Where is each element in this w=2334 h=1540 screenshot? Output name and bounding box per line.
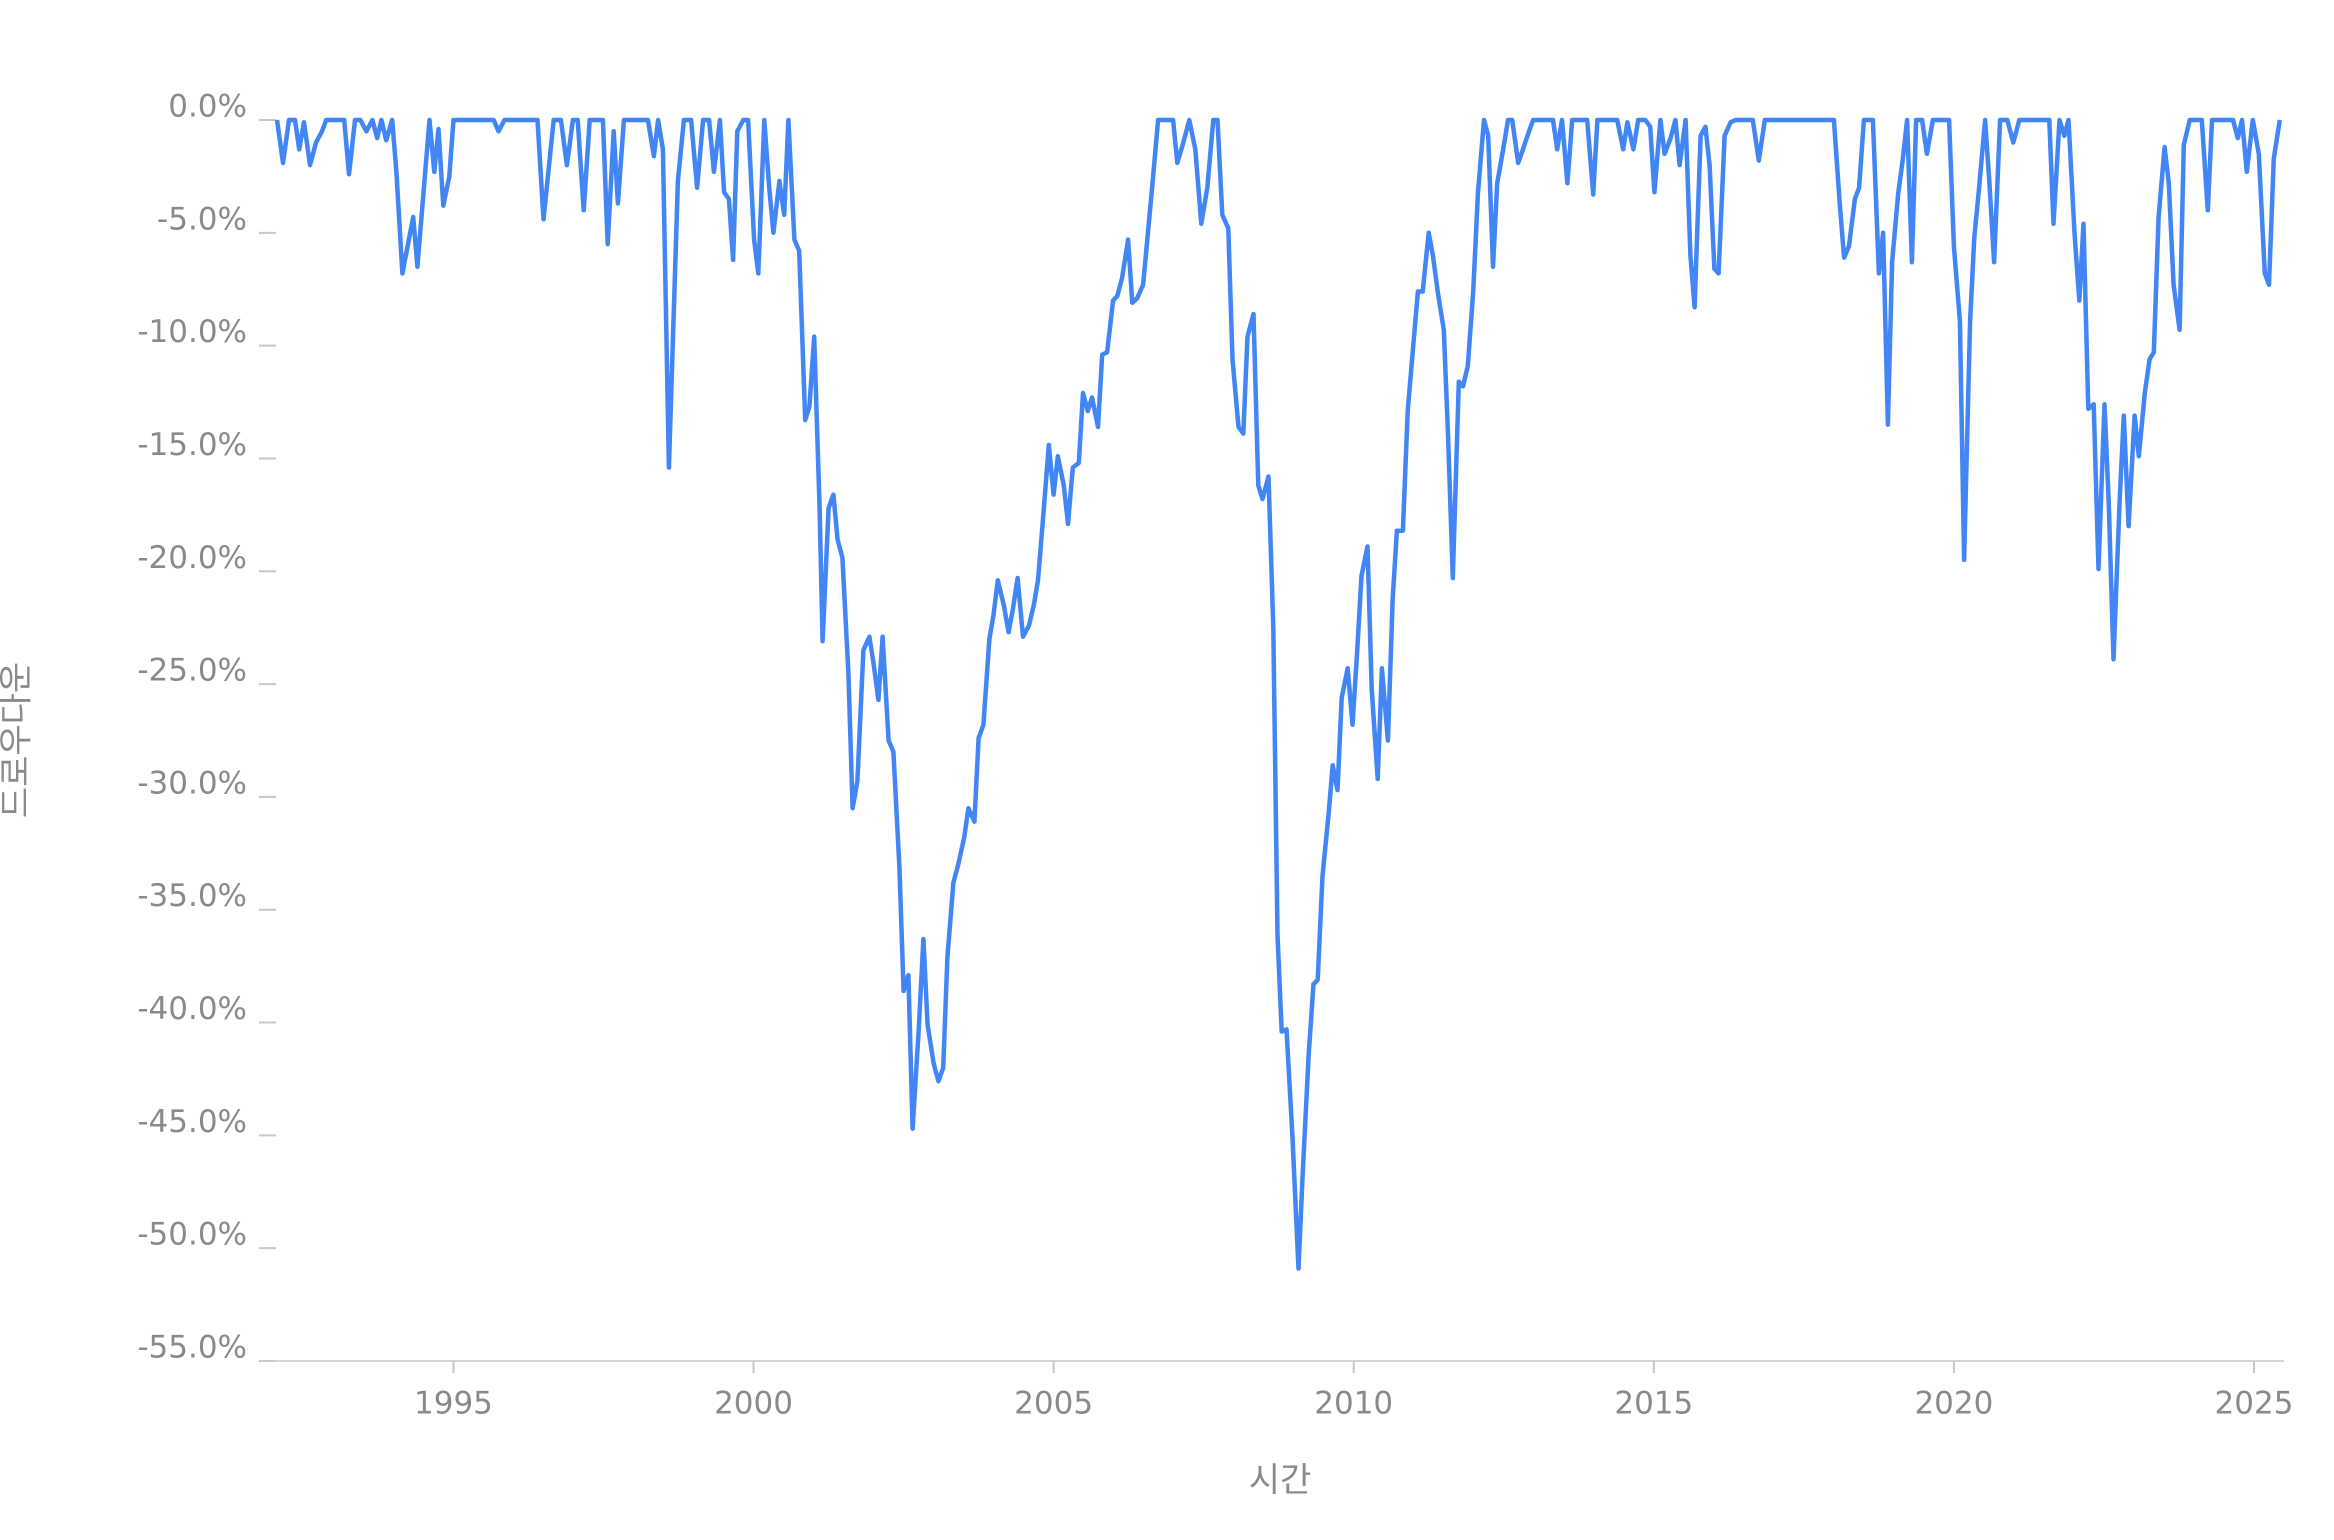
y-axis-title: 드로우다운 [0,662,37,818]
x-tick-label: 1995 [414,1386,493,1422]
x-tick-label: 2005 [1014,1386,1093,1422]
x-tick-label: 2010 [1314,1386,1393,1422]
y-tick-label: -45.0% [137,1104,247,1140]
y-tick-label: -30.0% [137,765,247,801]
y-tick-label: -5.0% [157,201,247,237]
y-tick-label: -25.0% [137,653,247,689]
drawdown-line [274,117,2283,1271]
y-tick-label: -50.0% [137,1217,247,1253]
y-tick-label: -10.0% [137,314,247,350]
x-tick-label: 2020 [1914,1386,1993,1422]
y-tick-label: -35.0% [137,878,247,914]
x-tick-label: 2025 [2215,1386,2294,1422]
y-tick-label: 0.0% [168,89,247,125]
y-tick-label: -15.0% [137,427,247,463]
y-tick-label: -40.0% [137,991,247,1027]
x-tick-label: 2000 [714,1386,793,1422]
x-axis-title: 시간 [1249,1461,1312,1501]
y-tick-label: -55.0% [137,1330,247,1366]
y-tick-label: -20.0% [137,540,247,576]
x-tick-label: 2015 [1614,1386,1693,1422]
